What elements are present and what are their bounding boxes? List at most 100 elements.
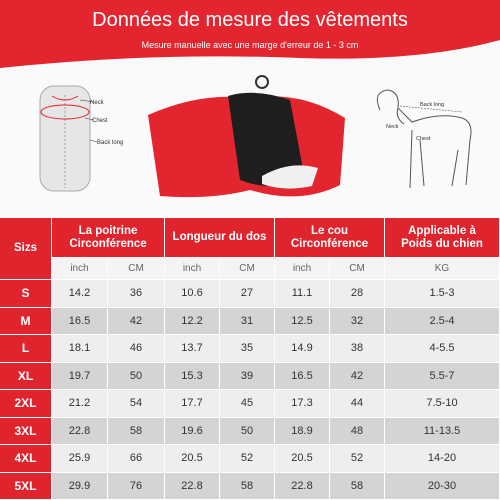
table-cell: 32 [330, 307, 385, 335]
measure-line [399, 105, 463, 113]
table-cell: 4-5.5 [385, 335, 500, 363]
silver-coat [39, 85, 98, 192]
unit-label: inch [275, 258, 330, 280]
table-cell: 25.9 [52, 445, 108, 473]
table-cell: 15.3 [165, 362, 220, 390]
size-label: XL [0, 362, 52, 390]
figure-label: Back long [420, 102, 444, 108]
column-header: Longueur du dos [165, 218, 275, 258]
table-cell: 14-20 [385, 445, 500, 473]
table-cell: 11.1 [275, 280, 330, 308]
header-line: La poitrine [78, 224, 138, 237]
table-cell: 58 [220, 472, 275, 500]
table-cell: 14.2 [52, 280, 108, 308]
subtitle: Mesure manuelle avec une marge d'erreur … [142, 40, 359, 50]
table-cell: 10.6 [165, 280, 220, 308]
size-table: Sizs La poitrine Circonférence Longueur du … [0, 218, 500, 500]
figure-label: Chest [92, 118, 108, 124]
table-cell: 29.9 [52, 472, 108, 500]
table-cell: 46 [108, 335, 165, 363]
table-cell: 17.7 [165, 390, 220, 418]
header-line: Circonférence [290, 237, 369, 250]
table-cell: 58 [330, 472, 385, 500]
table-cell: 27 [220, 280, 275, 308]
size-label: 4XL [0, 445, 52, 473]
table-cell: 13.7 [165, 335, 220, 363]
table-cell: 21.2 [52, 390, 108, 418]
table-cell: 50 [108, 362, 165, 390]
table-cell: 5.5-7 [385, 362, 500, 390]
figure-label: Neck [386, 124, 399, 130]
unit-label: CM [220, 258, 275, 280]
header-line: Le cou [310, 224, 349, 237]
table-cell: 52 [220, 445, 275, 473]
table-cell: 2.5-4 [385, 307, 500, 335]
table-cell: 1.5-3 [385, 280, 500, 308]
header-area: Données de mesure des vêtements Mesure m… [0, 0, 500, 216]
size-label: S [0, 280, 52, 308]
table-cell: 76 [108, 472, 165, 500]
table-cell: 36 [108, 280, 165, 308]
table-cell: 42 [108, 307, 165, 335]
column-header: Le cou Circonférence [275, 218, 385, 258]
table-cell: 16.5 [52, 307, 108, 335]
table-cell: 16.5 [275, 362, 330, 390]
table-cell: 12.5 [275, 307, 330, 335]
size-label: L [0, 335, 52, 363]
table-cell: 31 [220, 307, 275, 335]
table-cell: 18.1 [52, 335, 108, 363]
title: Données de mesure des vêtements [92, 9, 408, 31]
table-cell: 54 [108, 390, 165, 418]
table-cell: 50 [220, 417, 275, 445]
figure-label: Chest [416, 136, 431, 142]
column-header: La poitrine Circonférence [52, 218, 165, 258]
table-cell: 48 [330, 417, 385, 445]
table-cell: 22.8 [52, 417, 108, 445]
table-cell: 18.9 [275, 417, 330, 445]
unit-label: CM [108, 258, 165, 280]
header-line: Longueur du dos [172, 231, 267, 243]
table-cell: 39 [220, 362, 275, 390]
table-cell: 22.8 [275, 472, 330, 500]
column-header: Sizs [0, 218, 52, 280]
table-cell: 11-13.5 [385, 417, 500, 445]
table-cell: 7.5-10 [385, 390, 500, 418]
table-cell: 12.2 [165, 307, 220, 335]
table-cell: 14.9 [275, 335, 330, 363]
figure-label: Neck [90, 100, 105, 106]
unit-label: CM [330, 258, 385, 280]
size-label: 3XL [0, 417, 52, 445]
unit-label: inch [52, 258, 108, 280]
table-cell: 44 [330, 390, 385, 418]
unit-label: inch [165, 258, 220, 280]
table-cell: 19.6 [165, 417, 220, 445]
table-cell: 58 [108, 417, 165, 445]
size-label: M [0, 307, 52, 335]
header-line: Applicable à [408, 224, 476, 237]
unit-label: KG [385, 258, 500, 280]
table-cell: 52 [330, 445, 385, 473]
table-cell: 38 [330, 335, 385, 363]
red-coat [148, 75, 345, 198]
table-cell: 28 [330, 280, 385, 308]
table-cell: 19.7 [52, 362, 108, 390]
header-line: Sizs [13, 242, 37, 254]
table-cell: 22.8 [165, 472, 220, 500]
size-label: 2XL [0, 390, 52, 418]
table-cell: 66 [108, 445, 165, 473]
size-label: 5XL [0, 472, 52, 500]
table-cell: 17.3 [275, 390, 330, 418]
table-cell: 35 [220, 335, 275, 363]
header-line: Poids du chien [401, 237, 483, 250]
table-cell: 42 [330, 362, 385, 390]
title-band [0, 0, 500, 68]
table-cell: 20.5 [275, 445, 330, 473]
column-header: Applicable à Poids du chien [385, 218, 500, 258]
dog-outline [376, 89, 472, 189]
table-cell: 20.5 [165, 445, 220, 473]
header-line: Circonférence [69, 237, 147, 250]
table-cell: 45 [220, 390, 275, 418]
table-cell: 20-30 [385, 472, 500, 500]
figure-label: Back long [97, 140, 123, 146]
